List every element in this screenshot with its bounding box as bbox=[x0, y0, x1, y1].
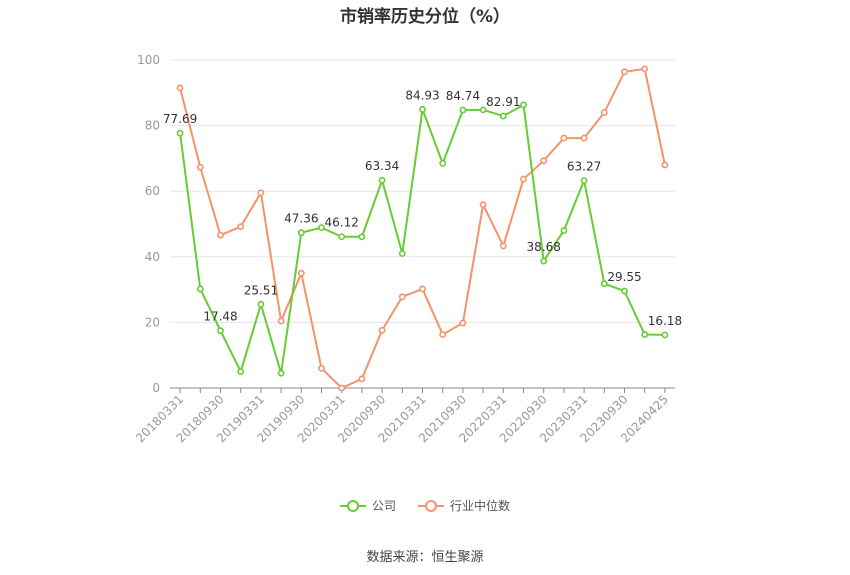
series-1-point-20181231 bbox=[237, 223, 245, 231]
legend-item-industry-median[interactable]: 行业中位数 bbox=[418, 497, 510, 514]
legend-industry-label: 行业中位数 bbox=[450, 499, 511, 513]
series-1-point-20221231 bbox=[560, 134, 568, 142]
series-1-point-20210331 bbox=[419, 285, 426, 293]
series-1-point-20180331 bbox=[176, 84, 184, 92]
series-0-point-20210331 bbox=[419, 106, 426, 113]
grid-layer bbox=[170, 59, 675, 323]
series-0-point-20190331 bbox=[257, 300, 265, 308]
series-0-point-20190630 bbox=[277, 369, 285, 377]
series-0-point-20191231 bbox=[318, 224, 325, 232]
series-1-point-20201231 bbox=[398, 293, 406, 301]
data-label-20220930: 38.68 bbox=[527, 240, 561, 254]
series-0-point-20221231 bbox=[560, 227, 568, 234]
y-tick-label-80: 80 bbox=[145, 119, 160, 133]
series-line-0 bbox=[179, 103, 665, 375]
series-0-point-20200630 bbox=[358, 233, 366, 241]
series-1-point-20230630 bbox=[600, 109, 608, 116]
series-1-point-20210630 bbox=[439, 331, 447, 338]
series-1-point-20230331 bbox=[580, 134, 588, 142]
data-label-20200331: 46.12 bbox=[325, 216, 359, 230]
series-0-point-20190930 bbox=[297, 229, 305, 237]
axis-layer: 0204060801002018033120180930201903312019… bbox=[133, 53, 675, 445]
series-1-point-20211231 bbox=[479, 201, 487, 209]
y-tick-label-40: 40 bbox=[145, 250, 160, 264]
series-0-point-20210930 bbox=[459, 106, 467, 114]
series-1-point-20180630 bbox=[196, 163, 204, 171]
series-0-point-20180630 bbox=[196, 285, 204, 293]
series-1-point-20220630 bbox=[520, 175, 527, 183]
series-1-point-20220930 bbox=[540, 157, 548, 165]
series-0-point-20220630 bbox=[520, 101, 527, 109]
series-0-point-20230331 bbox=[580, 177, 588, 184]
series-1-point-20190630 bbox=[277, 317, 285, 325]
series-1-point-20220331 bbox=[499, 242, 507, 250]
legend-item-company[interactable]: 公司 bbox=[339, 497, 396, 514]
series-0-point-20210630 bbox=[439, 159, 447, 167]
data-label-20230930: 29.55 bbox=[607, 270, 641, 284]
series-0-point-20181231 bbox=[237, 368, 245, 375]
legend-industry-swatch bbox=[418, 499, 444, 513]
data-label-20190331: 25.51 bbox=[244, 283, 278, 297]
data-label-20200930: 63.34 bbox=[365, 159, 399, 173]
series-0-point-20201231 bbox=[398, 250, 406, 257]
series-1-point-20240425 bbox=[661, 161, 669, 169]
series-0-point-20240425 bbox=[661, 331, 669, 339]
legend: 公司 行业中位数 bbox=[0, 497, 850, 514]
data-label-20210930: 84.74 bbox=[446, 89, 480, 103]
series-1-point-20200930 bbox=[378, 326, 386, 334]
label-layer: 77.69 17.48 25.51 47.36 46.12 63.34 84.93 84.74… bbox=[163, 88, 682, 328]
series-0-point-20180331 bbox=[176, 129, 184, 137]
y-tick-label-0: 0 bbox=[152, 381, 160, 395]
series-1-point-20200331 bbox=[338, 384, 346, 392]
series-1-point-20180930 bbox=[217, 231, 224, 239]
y-tick-label-60: 60 bbox=[145, 184, 160, 198]
data-label-20230331: 63.27 bbox=[567, 159, 601, 173]
series-1-point-20231231 bbox=[641, 65, 649, 73]
series-0-point-20200331 bbox=[338, 233, 346, 241]
series-1-point-20190930 bbox=[297, 269, 305, 277]
series-layer bbox=[176, 65, 669, 392]
series-0-point-20200930 bbox=[378, 176, 386, 184]
data-label-20210331: 84.93 bbox=[405, 88, 439, 102]
chart-title: 市销率历史分位（%） bbox=[339, 7, 511, 27]
data-label-20180331: 77.69 bbox=[163, 112, 197, 126]
series-0-point-20231231 bbox=[641, 331, 649, 338]
series-0-point-20180930 bbox=[217, 327, 224, 335]
data-label-20220331: 82.91 bbox=[486, 95, 520, 109]
y-tick-label-20: 20 bbox=[145, 315, 160, 329]
series-line-1 bbox=[179, 67, 666, 389]
data-label-20190930: 47.36 bbox=[284, 212, 318, 226]
legend-company-swatch bbox=[339, 499, 366, 513]
series-1-point-20210930 bbox=[459, 319, 467, 327]
series-0-point-20220930 bbox=[540, 257, 548, 265]
series-1-point-20200630 bbox=[358, 375, 366, 383]
legend-company-label: 公司 bbox=[371, 499, 396, 513]
data-label-20180930: 17.48 bbox=[203, 310, 237, 324]
series-0-point-20230930 bbox=[621, 287, 628, 295]
series-1-point-20190331 bbox=[257, 189, 265, 197]
series-0-point-20211231 bbox=[479, 106, 487, 114]
series-0-point-20220331 bbox=[499, 112, 507, 120]
series-0-point-20230630 bbox=[600, 280, 608, 288]
series-1-point-20230930 bbox=[621, 68, 628, 76]
y-tick-label-100: 100 bbox=[137, 53, 160, 67]
data-label-20240425: 16.18 bbox=[648, 314, 682, 328]
series-1-point-20191231 bbox=[318, 364, 325, 372]
source-note: 数据来源：恒生聚源 bbox=[366, 550, 484, 565]
